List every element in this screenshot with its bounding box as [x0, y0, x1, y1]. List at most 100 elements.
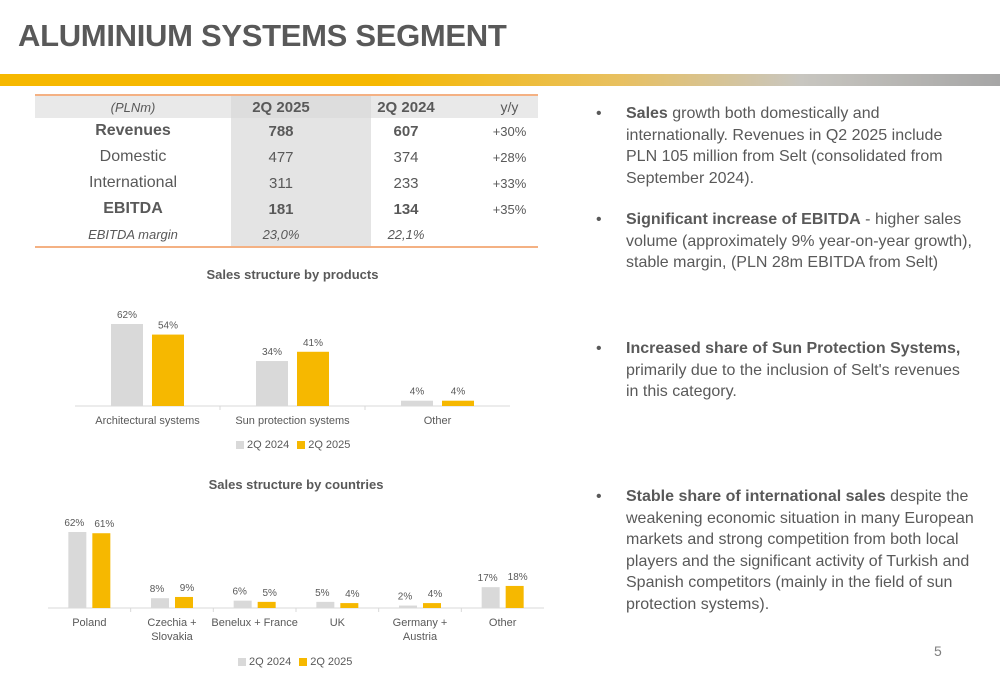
table-row: Revenues 788 607 +30% — [35, 118, 538, 144]
countries-chart-title: Sales structure by countries — [208, 477, 384, 492]
category-label: Austria — [403, 631, 438, 643]
bar-2q2025 — [423, 603, 441, 608]
row-label: International — [88, 174, 178, 191]
data-label: 2% — [398, 592, 413, 603]
data-label: 18% — [508, 572, 528, 583]
table-row: EBITDA margin 23,0% 22,1% — [35, 222, 538, 246]
cell-q2024: 607 — [393, 122, 419, 140]
data-label: 62% — [117, 310, 137, 321]
bar-2q2025 — [92, 533, 111, 608]
legend-item: 2Q 2024 — [238, 656, 291, 668]
cell-q2024: 233 — [393, 174, 419, 192]
category-label: Architectural systems — [95, 415, 200, 427]
cell-q2024: 374 — [393, 148, 419, 166]
bar-2q2025 — [257, 601, 276, 608]
data-label: 4% — [428, 589, 443, 600]
category-label: Other — [489, 617, 517, 629]
row-label: Domestic — [99, 148, 167, 165]
cell-q2025: 23,0% — [262, 226, 300, 242]
data-label: 54% — [158, 321, 178, 332]
products-bar-chart: 62% 54% Architectural systems 34% 41% Sun pro… — [75, 310, 510, 427]
legend-label: 2Q 2024 — [249, 656, 292, 668]
data-label: 34% — [262, 347, 282, 358]
cell-q2024: 134 — [393, 200, 419, 218]
data-label: 9% — [180, 583, 195, 594]
bar-2q2025 — [442, 400, 474, 406]
table-header-cell: y/y — [500, 99, 519, 115]
bar-2q2024 — [233, 600, 252, 608]
bar-2q2024 — [316, 601, 335, 608]
table-row: International 311 233 +33% — [35, 170, 538, 196]
cell-q2025: 181 — [268, 200, 294, 218]
category-label: Germany + — [393, 617, 448, 629]
bullet-text: Stable share of international sales desp… — [626, 486, 976, 616]
cell-yy: +28% — [492, 149, 527, 165]
table-header-cell: (PLNm) — [110, 99, 156, 115]
countries-bar-chart: 62% 61% Poland 8% 9% Czechia + Slovakia 6% 5% Ben… — [48, 518, 544, 643]
bar-2q2024 — [399, 605, 417, 608]
data-label: 62% — [64, 518, 84, 529]
bar-2q2024 — [151, 598, 169, 608]
bullet-bold-text: Increased share of Sun Protection System… — [626, 340, 961, 357]
category-label: Benelux + France — [211, 617, 298, 629]
data-label: 5% — [315, 588, 330, 599]
bullet-dot-icon: • — [596, 211, 602, 228]
table-header-row: (PLNm) 2Q 2025 2Q 2024 y/y — [35, 96, 538, 118]
highlight-column — [231, 96, 371, 246]
row-label: Revenues — [95, 122, 171, 139]
page-title: ALUMINIUM SYSTEMS SEGMENT — [18, 18, 507, 53]
legend-swatch-2024 — [238, 658, 246, 667]
data-label: 6% — [232, 587, 247, 598]
bullet-bold-text: Stable share of international sales — [626, 488, 886, 505]
table-row: Domestic 477 374 +28% — [35, 144, 538, 170]
legend-swatch-2025 — [297, 441, 306, 450]
legend-swatch-2025 — [299, 658, 308, 667]
bullet-body-text: - higher sales volume (approximately 9% … — [626, 211, 972, 272]
cell-q2025: 311 — [269, 174, 293, 192]
bar-2q2024 — [68, 532, 87, 608]
bar-2q2025 — [340, 603, 359, 608]
category-label: Sun protection systems — [235, 415, 350, 427]
category-label: Slovakia — [151, 631, 193, 643]
row-label: EBITDA margin — [88, 226, 178, 242]
bar-2q2024 — [111, 324, 143, 406]
legend-item: 2Q 2025 — [297, 439, 350, 451]
table-header-cell: 2Q 2024 — [377, 98, 435, 116]
table-row: EBITDA 181 134 +35% — [35, 196, 538, 222]
bar-2q2025 — [505, 585, 524, 608]
accent-band — [0, 74, 1000, 86]
bullet-body-text: primarily due to the inclusion of Selt's… — [626, 361, 960, 401]
cell-q2025: 788 — [268, 122, 294, 140]
data-label: 5% — [262, 588, 277, 599]
cell-yy: +30% — [492, 123, 527, 139]
row-label: EBITDA — [103, 200, 163, 217]
bar-2q2025 — [175, 596, 193, 608]
data-label: 8% — [150, 584, 165, 595]
page-number: 5 — [934, 643, 942, 659]
cell-yy: +35% — [492, 201, 527, 217]
data-label: 61% — [94, 519, 114, 530]
data-label: 17% — [478, 573, 498, 584]
bullet-dot-icon: • — [596, 488, 602, 505]
products-chart-legend: 2Q 2024 2Q 2025 — [236, 439, 350, 451]
legend-label: 2Q 2024 — [247, 439, 290, 451]
data-label: 4% — [345, 589, 360, 600]
bullet-dot-icon: • — [596, 340, 602, 357]
cell-q2025: 477 — [268, 148, 294, 166]
legend-label: 2Q 2025 — [310, 656, 353, 668]
legend-label: 2Q 2025 — [308, 439, 351, 451]
category-label: Poland — [72, 617, 106, 629]
category-label: Other — [424, 415, 452, 427]
products-chart-title: Sales structure by products — [206, 267, 379, 282]
bullet-dot-icon: • — [596, 105, 602, 122]
data-label: 41% — [303, 338, 323, 349]
bullet-bold-text: Sales — [626, 105, 668, 122]
data-label: 4% — [410, 387, 425, 398]
legend-item: 2Q 2025 — [299, 656, 352, 668]
category-label: UK — [330, 617, 346, 629]
bullet-body-text: growth both domestically and internation… — [626, 105, 943, 187]
bullet-text: Sales growth both domestically and inter… — [626, 103, 976, 189]
legend-item: 2Q 2024 — [236, 439, 289, 451]
countries-chart-legend: 2Q 2024 2Q 2025 — [238, 656, 352, 668]
cell-yy: +33% — [492, 175, 527, 191]
